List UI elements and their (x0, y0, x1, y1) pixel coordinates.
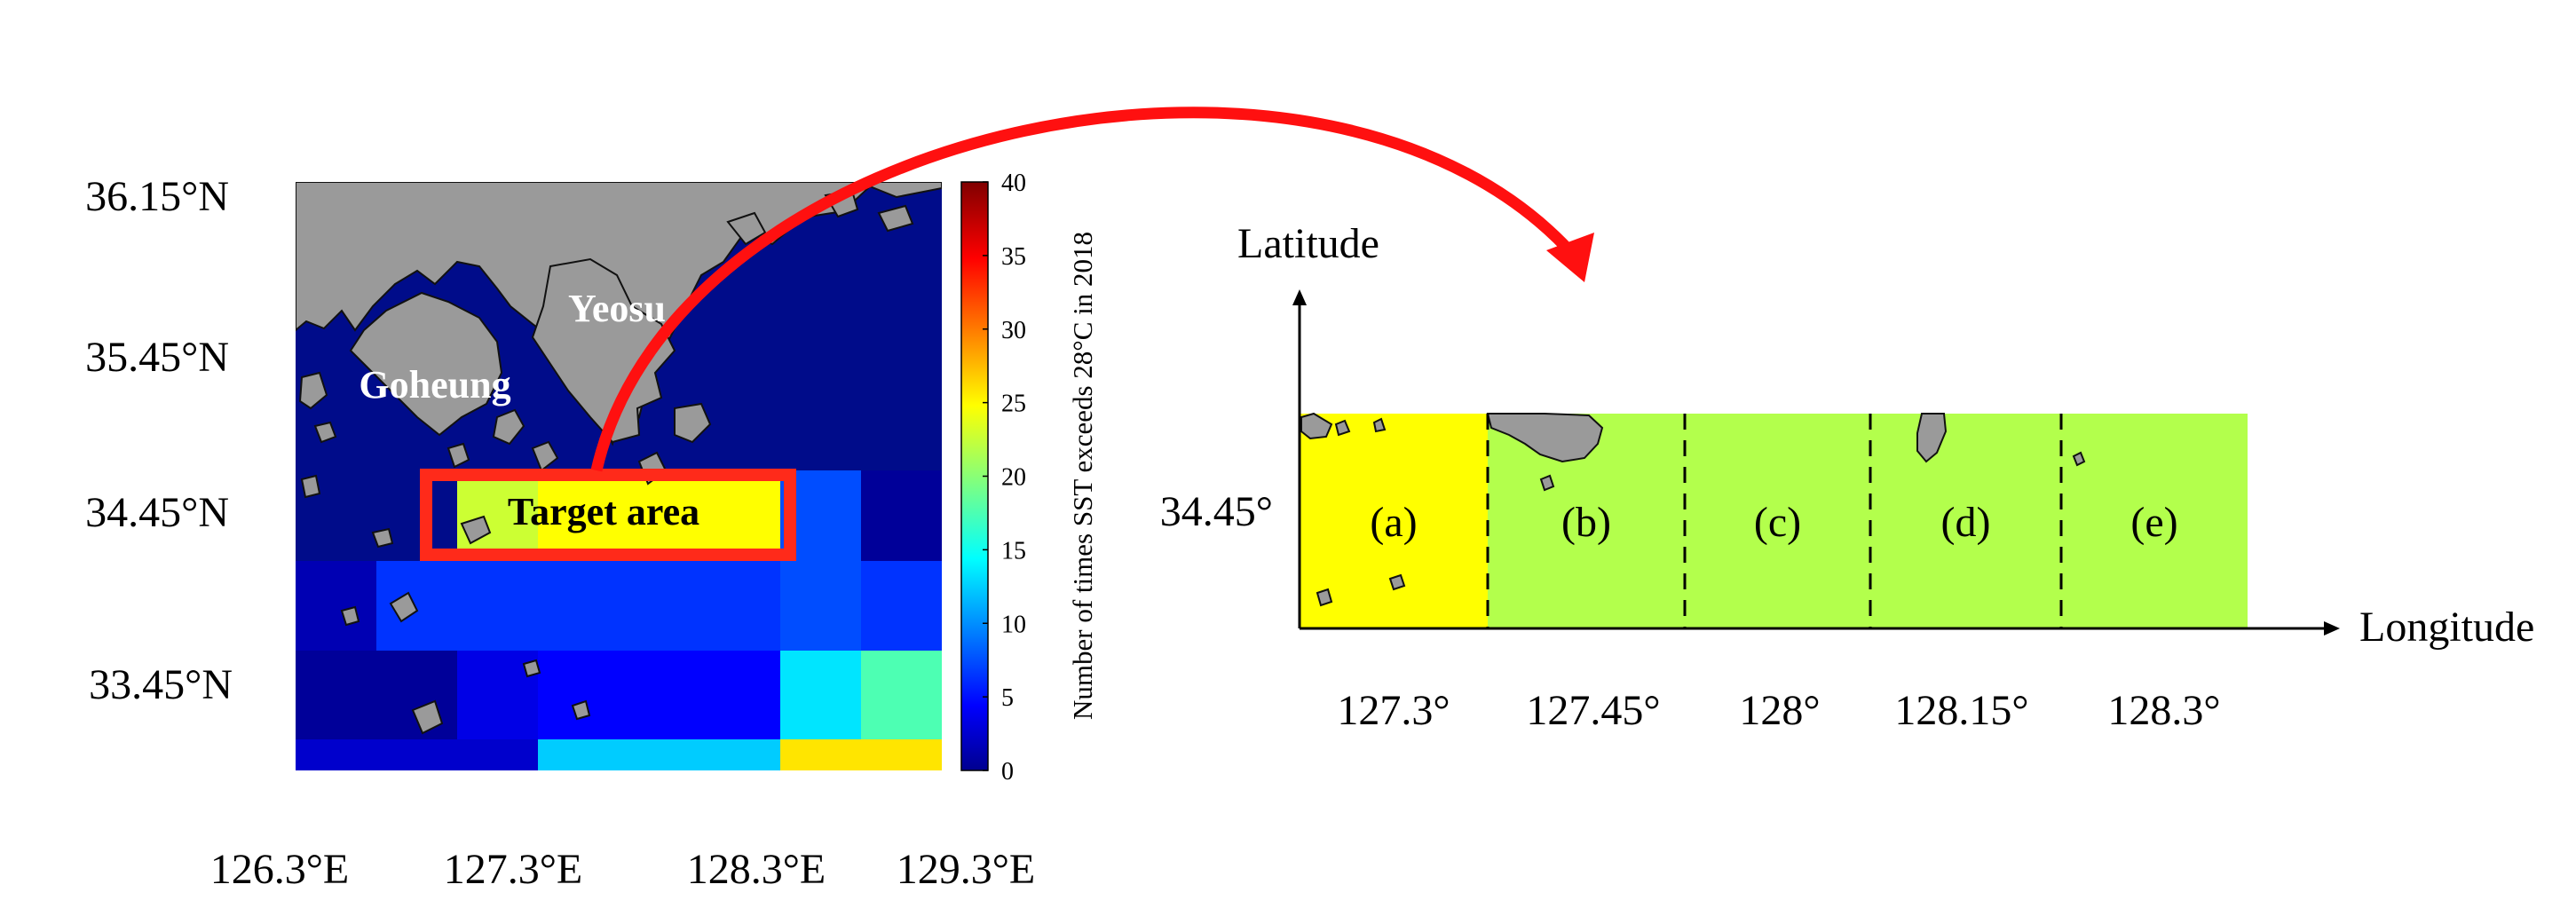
sst-grid-cell (457, 561, 539, 651)
detail-cell (1300, 414, 1488, 628)
sst-grid-cell (780, 739, 862, 770)
sst-grid-cell (457, 739, 539, 770)
latitude-label: 33.45°N (89, 661, 233, 708)
colorbar-tick-label: 20 (1001, 464, 1026, 492)
sst-grid-cell (619, 651, 700, 740)
target-area-box (420, 469, 796, 561)
detail-cell-label: (a) (1370, 499, 1417, 546)
colorbar-tick-label: 25 (1001, 391, 1026, 418)
latitude-label: 35.45°N (85, 334, 229, 381)
sst-grid-cell (538, 561, 620, 651)
sst-grid-cell (296, 561, 377, 651)
y-axis-arrowhead (1292, 289, 1307, 305)
sst-grid-cell (699, 561, 781, 651)
colorbar: 0 5 10 15 20 25 30 35 40 Number of times SST exc… (960, 170, 1098, 786)
sst-grid-cell (376, 739, 458, 770)
goheung-label: Goheung (359, 363, 510, 407)
target-area-label: Target area (508, 490, 699, 533)
longitude-label: 127.3°E (444, 846, 583, 893)
longitude-label: 128.3°E (687, 846, 826, 893)
colorbar-tick-label: 30 (1001, 317, 1026, 344)
detail-cell-label: (e) (2130, 499, 2177, 546)
sst-grid-cell (780, 651, 862, 740)
sst-grid-cell (619, 561, 700, 651)
zoom-arrow (590, 107, 1594, 472)
detail-cell (2061, 414, 2248, 628)
detail-cell-label: (c) (1754, 499, 1801, 546)
detail-cell (1685, 414, 1870, 628)
colorbar-label: Number of times SST exceeds 28°C in 2018 (1067, 232, 1098, 720)
latitude-label: 36.15°N (85, 173, 229, 220)
colorbar-tick-label: 15 (1001, 537, 1026, 565)
sst-grid-cell (538, 739, 620, 770)
detail-land (1300, 412, 2086, 607)
sst-grid-cell (619, 739, 700, 770)
detail-cell-label: (d) (1941, 499, 1991, 546)
x-axis-arrowhead (2324, 621, 2340, 636)
x-tick-label: 128° (1739, 687, 1820, 734)
sst-grid-cell (538, 651, 620, 740)
colorbar-tick-label: 35 (1001, 243, 1026, 271)
detail-cell-label: (b) (1561, 499, 1611, 546)
sst-grid-cell (861, 651, 942, 740)
sst-grid-cell (861, 739, 942, 770)
sst-grid-cell (699, 739, 781, 770)
colorbar-tick-label: 5 (1001, 684, 1014, 712)
detail-cell (1870, 414, 2061, 628)
sst-grid-cell (861, 561, 942, 651)
sst-grid-cell (619, 470, 700, 562)
colorbar-tick-label: 40 (1001, 170, 1026, 197)
x-tick-label: 127.3° (1337, 687, 1450, 734)
sst-grid-cell (376, 561, 458, 651)
x-tick-label: 128.15° (1894, 687, 2028, 734)
sst-grid-cell (699, 651, 781, 740)
sst-grid-cell (861, 470, 942, 562)
zoom-arrow-head (1546, 233, 1594, 282)
sst-grid-cell (699, 470, 781, 562)
sst-grid (296, 470, 942, 770)
x-axis-label: Longitude (2359, 604, 2534, 651)
sst-grid-cell (457, 470, 539, 562)
longitude-label: 129.3°E (897, 846, 1036, 893)
sst-grid-cell (780, 561, 862, 651)
x-tick-label: 128.3° (2107, 687, 2220, 734)
yeosu-label: Yeosu (568, 287, 666, 330)
sst-grid-cell (538, 470, 620, 562)
y-tick-label: 34.45° (1160, 488, 1273, 535)
colorbar-tick-label: 10 (1001, 611, 1026, 638)
sst-grid-cell (376, 651, 458, 740)
x-tick-label: 127.45° (1526, 687, 1660, 734)
longitude-label: 126.3°E (210, 846, 350, 893)
sst-grid-cell (296, 739, 377, 770)
target-area-detail: (a) (b) (c) (d) (e) Latitude Longitude 34.45… (1160, 220, 2535, 734)
latitude-label: 34.45°N (85, 489, 229, 536)
zoom-arrow-curve (590, 107, 1580, 472)
y-axis-label: Latitude (1237, 220, 1379, 267)
colorbar-tick-label: 0 (1001, 758, 1014, 786)
sst-grid-cell (296, 651, 377, 740)
sst-map: Target area Yeosu Goheung 36.15°N 35.45°… (85, 173, 1035, 893)
